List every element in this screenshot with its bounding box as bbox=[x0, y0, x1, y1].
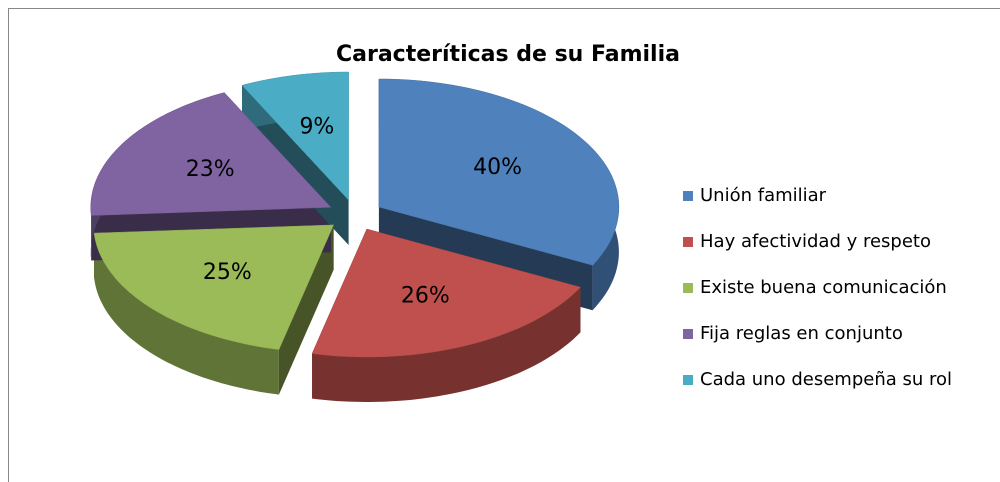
legend-label: Hay afectividad y respeto bbox=[700, 231, 931, 252]
legend-swatch bbox=[683, 283, 693, 293]
slice bbox=[90, 92, 332, 216]
legend-swatch bbox=[683, 237, 693, 247]
data-label: 25% bbox=[203, 260, 252, 285]
pie-tops: 40% 26% 25% 23% 9% bbox=[90, 71, 620, 358]
slice bbox=[93, 224, 334, 350]
data-label: 9% bbox=[299, 115, 334, 140]
legend-label: Fija reglas en conjunto bbox=[700, 323, 903, 344]
legend-label: Cada uno desempeña su rol bbox=[700, 369, 952, 390]
slice bbox=[311, 228, 581, 358]
legend-swatch bbox=[683, 329, 693, 339]
data-label: 23% bbox=[186, 157, 235, 182]
slice-side bbox=[312, 287, 581, 402]
legend-label: Existe buena comunicación bbox=[700, 277, 947, 298]
data-label: 40% bbox=[473, 155, 522, 180]
legend-swatch bbox=[683, 191, 693, 201]
slice-side bbox=[94, 233, 279, 395]
chart-title: Caracteríticas de su Familia bbox=[336, 42, 680, 67]
data-label: 26% bbox=[401, 283, 450, 308]
legend-swatch bbox=[683, 375, 693, 385]
slice bbox=[378, 78, 620, 266]
slice bbox=[241, 71, 349, 201]
legend-label: Unión familiar bbox=[700, 185, 827, 206]
